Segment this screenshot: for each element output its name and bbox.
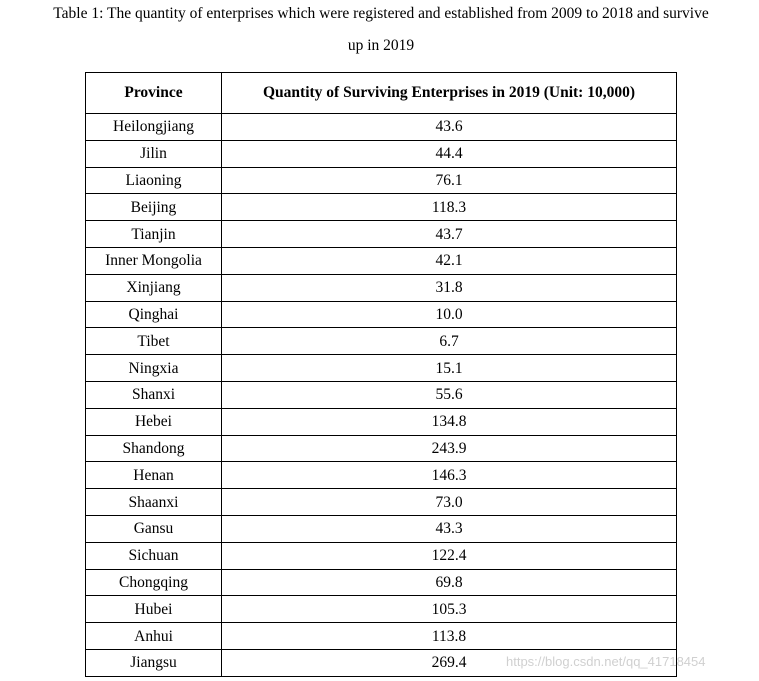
table-row: Chongqing 69.8 [85, 568, 677, 597]
province-cell: Anhui [85, 622, 222, 650]
quantity-cell: 31.8 [221, 273, 677, 302]
table-row: Jilin 44.4 [85, 139, 677, 168]
quantity-cell: 73.0 [221, 488, 677, 516]
quantity-cell: 76.1 [221, 166, 677, 195]
quantity-cell: 6.7 [221, 327, 677, 356]
table-row: Anhui 113.8 [85, 622, 677, 650]
table-row: Liaoning 76.1 [85, 166, 677, 195]
province-cell: Ningxia [85, 354, 222, 382]
table-caption-line-1: Table 1: The quantity of enterprises whi… [53, 5, 709, 22]
province-cell: Tianjin [85, 220, 222, 248]
table-caption-line-2: up in 2019 [347, 37, 415, 54]
quantity-cell: 269.4 [221, 648, 677, 677]
province-cell: Beijing [85, 193, 222, 222]
table-row: Hubei 105.3 [85, 595, 677, 624]
quantity-cell: 42.1 [221, 246, 677, 275]
province-cell: Heilongjiang [85, 113, 222, 141]
header-province: Province [85, 72, 222, 114]
province-cell: Shandong [85, 434, 222, 463]
watermark-text: https://blog.csdn.net/qq_41718454 [506, 654, 706, 669]
quantity-cell: 105.3 [221, 595, 677, 624]
table-header-row: Province Quantity of Surviving Enterpris… [85, 72, 677, 114]
province-cell: Sichuan [85, 541, 222, 570]
quantity-cell: 43.7 [221, 220, 677, 248]
table-row: Qinghai 10.0 [85, 300, 677, 329]
table-row: Shaanxi 73.0 [85, 488, 677, 516]
quantity-cell: 146.3 [221, 461, 677, 490]
province-cell: Hubei [85, 595, 222, 624]
province-cell: Chongqing [85, 568, 222, 597]
quantity-cell: 55.6 [221, 380, 677, 409]
province-cell: Xinjiang [85, 273, 222, 302]
province-cell: Hebei [85, 407, 222, 436]
quantity-cell: 243.9 [221, 434, 677, 463]
province-cell: Jilin [85, 139, 222, 168]
province-cell: Inner Mongolia [85, 246, 222, 275]
province-cell: Shanxi [85, 380, 222, 409]
table-row: Hebei 134.8 [85, 407, 677, 436]
quantity-cell: 134.8 [221, 407, 677, 436]
table-row: Shandong 243.9 [85, 434, 677, 463]
quantity-cell: 43.3 [221, 514, 677, 543]
table-row: Henan 146.3 [85, 461, 677, 490]
province-cell: Tibet [85, 327, 222, 356]
province-cell: Henan [85, 461, 222, 490]
table-row: Shanxi 55.6 [85, 380, 677, 409]
province-cell: Gansu [85, 514, 222, 543]
table-row: Ningxia 15.1 [85, 354, 677, 382]
province-cell: Liaoning [85, 166, 222, 195]
quantity-cell: 69.8 [221, 568, 677, 597]
table-row: Heilongjiang 43.6 [85, 113, 677, 141]
table-row: Beijing 118.3 [85, 193, 677, 222]
table-row: Tibet 6.7 [85, 327, 677, 356]
province-cell: Shaanxi [85, 488, 222, 516]
table-row: Xinjiang 31.8 [85, 273, 677, 302]
enterprise-table: Province Quantity of Surviving Enterpris… [85, 72, 677, 677]
quantity-cell: 43.6 [221, 113, 677, 141]
header-quantity: Quantity of Surviving Enterprises in 201… [221, 72, 677, 114]
quantity-cell: 113.8 [221, 622, 677, 650]
table-row: Inner Mongolia 42.1 [85, 246, 677, 275]
table-row: Sichuan 122.4 [85, 541, 677, 570]
quantity-cell: 10.0 [221, 300, 677, 329]
province-cell: Qinghai [85, 300, 222, 329]
table-row: Jiangsu 269.4 [85, 648, 677, 677]
province-cell: Jiangsu [85, 648, 222, 677]
table-row: Gansu 43.3 [85, 514, 677, 543]
quantity-cell: 44.4 [221, 139, 677, 168]
quantity-cell: 118.3 [221, 193, 677, 222]
quantity-cell: 122.4 [221, 541, 677, 570]
quantity-cell: 15.1 [221, 354, 677, 382]
table-row: Tianjin 43.7 [85, 220, 677, 248]
